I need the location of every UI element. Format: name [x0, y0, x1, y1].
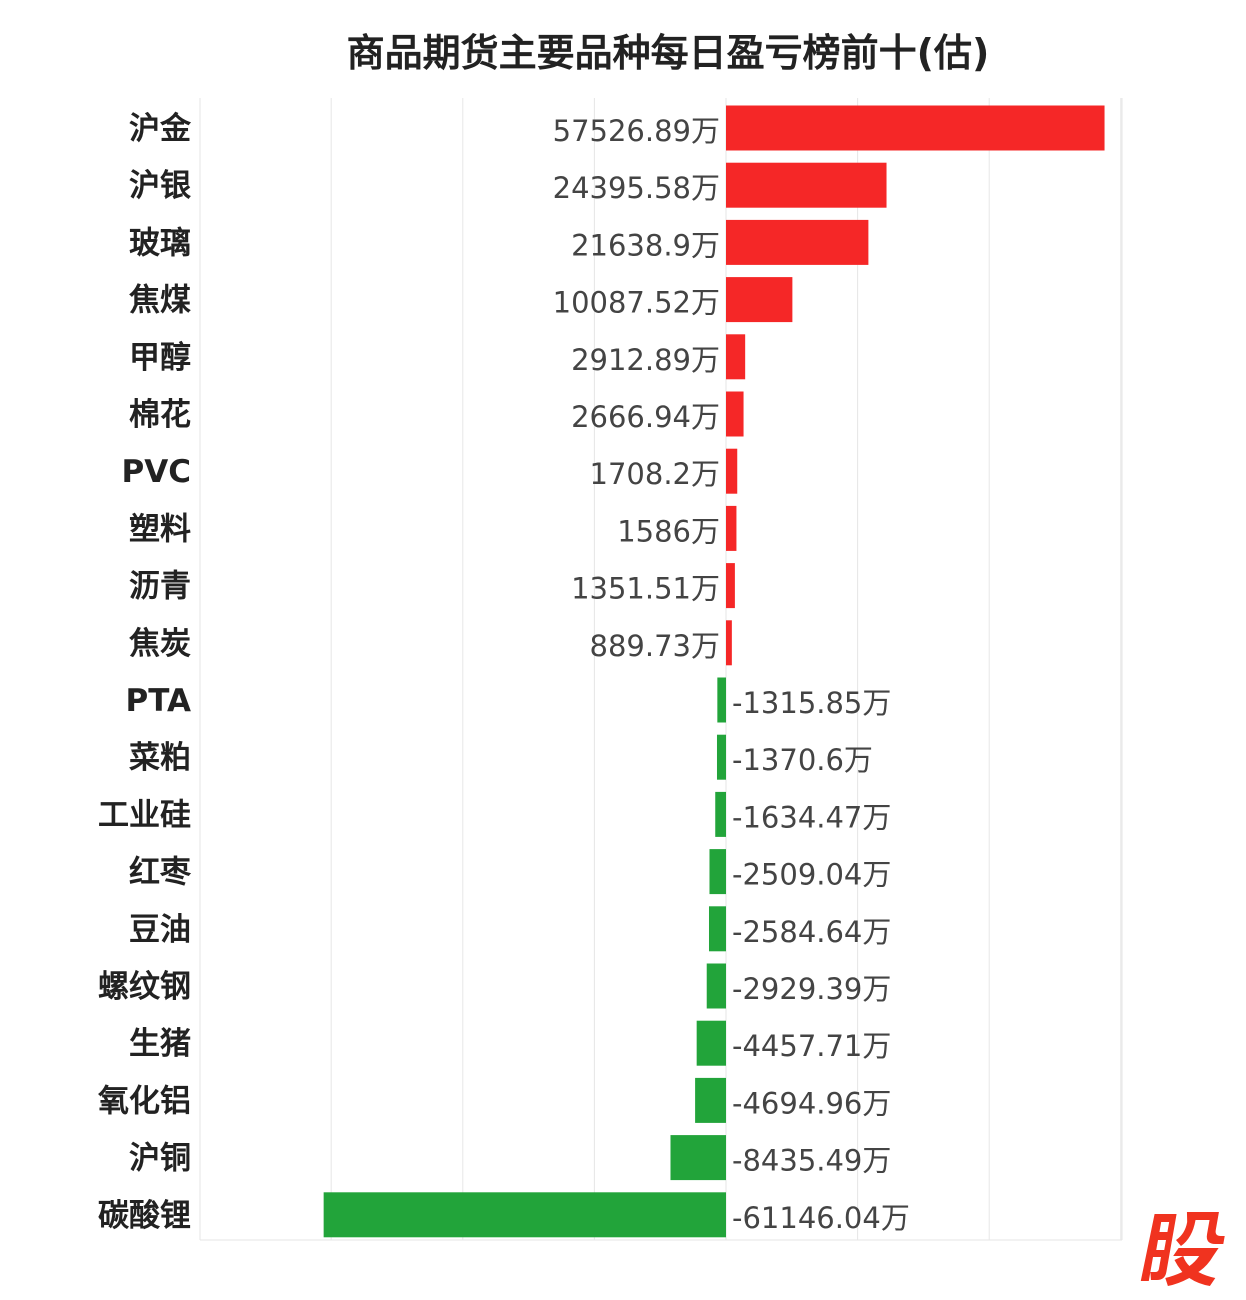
value-label: 889.73万: [590, 629, 720, 663]
bar-loss: [670, 1135, 726, 1181]
bar-loss: [706, 963, 726, 1009]
bar-profit: [726, 563, 735, 609]
value-label: 24395.58万: [553, 171, 720, 205]
value-label: 2666.94万: [571, 400, 720, 434]
category-label: 碳酸锂: [98, 1198, 191, 1234]
category-label: 菜粕: [129, 740, 191, 776]
category-label: PVC: [122, 454, 191, 490]
category-label: 沪金: [129, 111, 192, 147]
category-label: 生猪: [129, 1026, 191, 1062]
category-label: 螺纹钢: [98, 969, 191, 1005]
category-label: 豆油: [129, 912, 191, 948]
bar-layer: [323, 105, 1105, 1238]
bar-profit: [726, 505, 737, 551]
category-label: 玻璃: [129, 225, 191, 261]
bar-loss: [717, 677, 726, 723]
value-label: -2929.39万: [732, 972, 891, 1006]
bar-loss: [709, 849, 726, 895]
category-label: 焦炭: [129, 626, 191, 662]
bar-profit: [726, 162, 887, 208]
value-label: 1586万: [617, 514, 720, 548]
bar-profit: [726, 391, 744, 437]
value-label: 2912.89万: [571, 343, 720, 377]
bar-loss: [696, 1020, 726, 1066]
category-label: 红枣: [129, 855, 192, 891]
value-label: -1634.47万: [732, 800, 891, 834]
value-label: 10087.52万: [553, 286, 720, 320]
category-label: 沪银: [129, 168, 191, 204]
category-label: 工业硅: [98, 797, 191, 833]
brand-logo: [1140, 1212, 1225, 1286]
bar-loss: [716, 734, 726, 780]
value-label: -1315.85万: [732, 686, 891, 720]
bar-profit: [726, 448, 738, 494]
category-label: 沪铜: [129, 1141, 191, 1177]
value-label: 1708.2万: [590, 457, 720, 491]
category-label: 焦煤: [129, 283, 191, 319]
category-label: PTA: [126, 683, 191, 719]
value-label: 57526.89万: [553, 114, 720, 148]
value-label: -1370.6万: [732, 743, 873, 777]
bar-profit: [726, 105, 1105, 151]
bar-loss: [695, 1077, 726, 1123]
chart-title: 商品期货主要品种每日盈亏榜前十(估): [346, 31, 990, 75]
bar-profit: [726, 334, 746, 380]
value-label: -61146.04万: [732, 1201, 910, 1235]
value-label: 21638.9万: [571, 228, 720, 262]
bar-loss: [323, 1192, 726, 1238]
category-label: 棉花: [129, 397, 191, 433]
bar-loss: [708, 906, 726, 952]
bar-profit: [726, 277, 793, 323]
value-label: -8435.49万: [732, 1144, 891, 1178]
value-label: -4457.71万: [732, 1029, 891, 1063]
bar-profit: [726, 620, 732, 666]
grid-layer: [199, 98, 1123, 1241]
bar-profit: [726, 219, 869, 265]
bar-loss: [715, 791, 726, 837]
category-label: 甲醇: [129, 340, 191, 376]
category-label: 塑料: [129, 511, 191, 547]
value-label: -2584.64万: [732, 915, 891, 949]
value-label: 1351.51万: [571, 572, 720, 606]
value-label: -2509.04万: [732, 858, 891, 892]
category-label: 氧化铝: [98, 1083, 191, 1119]
value-label: -4694.96万: [732, 1086, 891, 1120]
category-label: 沥青: [129, 569, 191, 605]
